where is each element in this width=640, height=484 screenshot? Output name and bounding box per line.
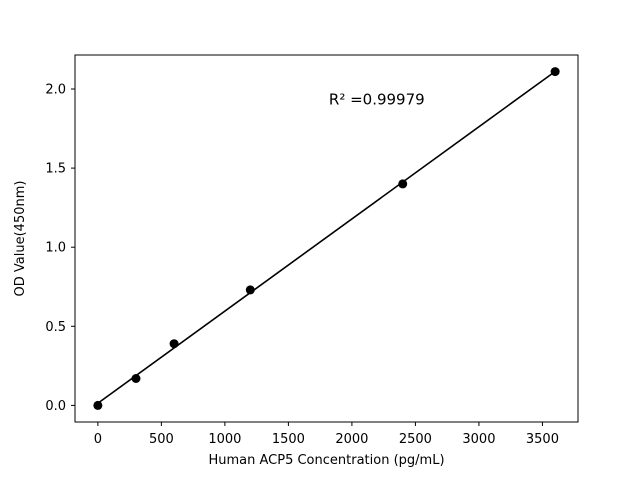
x-tick-label: 3000 [462,432,495,447]
x-tick-label: 3500 [526,432,559,447]
y-tick-label: 1.5 [45,162,66,177]
x-tick-label: 1000 [208,432,241,447]
data-point [245,285,255,295]
data-point [550,67,560,77]
data-point [131,373,141,383]
x-tick-label: 2500 [399,432,432,447]
data-point [93,400,103,410]
x-axis-label: Human ACP5 Concentration (pg/mL) [208,453,444,468]
r-squared-annotation: R² =0.99979 [329,91,425,109]
x-tick-label: 0 [94,432,102,447]
x-tick-label: 500 [149,432,174,447]
x-tick-label: 1500 [272,432,305,447]
y-tick-label: 0.0 [45,399,66,414]
y-tick-label: 0.5 [45,320,66,335]
data-point [169,339,179,349]
y-axis-label: OD Value(450nm) [13,181,28,297]
x-tick-label: 2000 [335,432,368,447]
data-point [398,179,408,189]
y-tick-label: 1.0 [45,241,66,256]
y-tick-label: 2.0 [45,83,66,98]
